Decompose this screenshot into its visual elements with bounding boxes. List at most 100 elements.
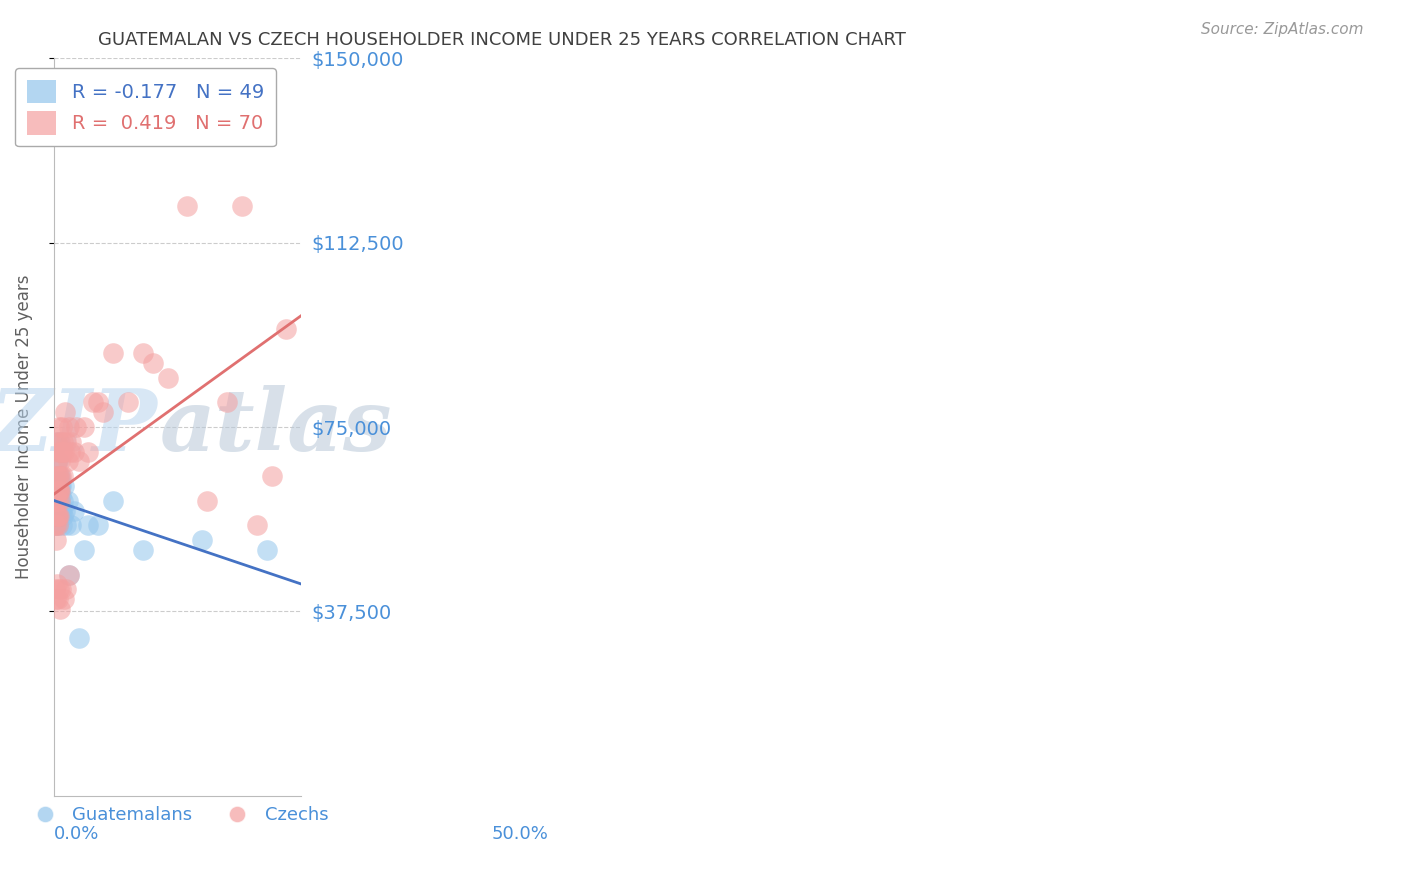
Point	[52, 592, 75, 607]
Point	[276, 321, 298, 335]
Point	[46, 503, 69, 517]
Point	[53, 503, 76, 517]
Point	[46, 518, 69, 533]
Point	[45, 469, 67, 483]
Text: 0.0%: 0.0%	[53, 825, 100, 843]
Point	[45, 508, 67, 523]
Point	[176, 199, 198, 213]
Point	[45, 454, 67, 468]
Point	[48, 508, 70, 523]
Point	[46, 592, 69, 607]
Point	[55, 434, 77, 449]
Point	[87, 518, 110, 533]
Point	[52, 479, 75, 493]
Point	[46, 454, 69, 468]
Point	[103, 493, 125, 508]
Point	[45, 454, 67, 468]
Point	[48, 434, 70, 449]
Point	[48, 493, 70, 508]
Point	[49, 602, 72, 616]
Text: Source: ZipAtlas.com: Source: ZipAtlas.com	[1201, 22, 1364, 37]
Point	[52, 508, 75, 523]
Point	[156, 371, 179, 385]
Point	[46, 469, 69, 483]
Point	[49, 503, 72, 517]
Point	[52, 493, 75, 508]
Point	[52, 444, 75, 458]
Point	[103, 346, 125, 360]
Point	[49, 444, 72, 458]
Point	[46, 483, 69, 498]
Point	[246, 518, 269, 533]
Point	[77, 518, 100, 533]
Point	[231, 199, 253, 213]
Point	[55, 518, 77, 533]
Point	[45, 508, 67, 523]
Point	[49, 493, 72, 508]
Point	[60, 518, 83, 533]
Point	[49, 434, 72, 449]
Point	[46, 469, 69, 483]
Point	[46, 508, 69, 523]
Point	[48, 489, 70, 503]
Point	[44, 518, 66, 533]
Point	[46, 518, 69, 533]
Point	[132, 543, 155, 558]
Point	[46, 483, 69, 498]
Point	[58, 567, 80, 582]
Y-axis label: Householder Income Under 25 years: Householder Income Under 25 years	[15, 275, 32, 579]
Point	[49, 503, 72, 517]
Point	[217, 395, 239, 409]
Point	[51, 503, 73, 517]
Point	[72, 543, 94, 558]
Point	[67, 632, 90, 646]
Point	[117, 395, 139, 409]
Point	[59, 444, 82, 458]
Point	[82, 395, 104, 409]
Text: GUATEMALAN VS CZECH HOUSEHOLDER INCOME UNDER 25 YEARS CORRELATION CHART: GUATEMALAN VS CZECH HOUSEHOLDER INCOME U…	[98, 31, 907, 49]
Point	[48, 503, 70, 517]
Point	[45, 518, 67, 533]
Point	[45, 577, 67, 591]
Point	[65, 420, 87, 434]
Point	[45, 493, 67, 508]
Point	[48, 469, 70, 483]
Point	[44, 503, 66, 517]
Point	[67, 454, 90, 468]
Point	[142, 356, 165, 370]
Point	[48, 582, 70, 597]
Point	[62, 503, 84, 517]
Point	[46, 474, 69, 488]
Point	[51, 420, 73, 434]
Point	[45, 518, 67, 533]
Point	[48, 483, 70, 498]
Point	[45, 592, 67, 607]
Point	[52, 434, 75, 449]
Point	[132, 346, 155, 360]
Point	[62, 444, 84, 458]
Point	[51, 582, 73, 597]
Point	[49, 493, 72, 508]
Point	[46, 493, 69, 508]
Point	[49, 483, 72, 498]
Point	[55, 582, 77, 597]
Point	[46, 434, 69, 449]
Point	[46, 444, 69, 458]
Point	[72, 420, 94, 434]
Point	[51, 489, 73, 503]
Point	[53, 405, 76, 419]
Point	[45, 493, 67, 508]
Point	[49, 469, 72, 483]
Point	[48, 483, 70, 498]
Point	[49, 479, 72, 493]
Point	[58, 420, 80, 434]
Point	[52, 469, 75, 483]
Point	[256, 543, 278, 558]
Point	[44, 582, 66, 597]
Point	[44, 493, 66, 508]
Point	[44, 493, 66, 508]
Point	[60, 434, 83, 449]
Text: ZIP: ZIP	[0, 385, 157, 469]
Point	[45, 479, 67, 493]
Legend: Guatemalans, Czechs: Guatemalans, Czechs	[20, 798, 336, 831]
